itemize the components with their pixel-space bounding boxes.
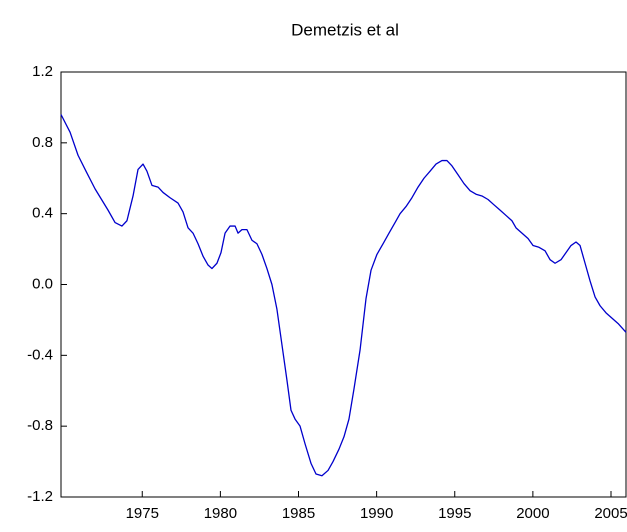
x-tick-label: 2005 [594,505,627,522]
x-tick-label: 1990 [360,505,393,522]
x-tick-label: 1980 [204,505,237,522]
y-tick-label: -1.2 [27,488,53,505]
x-tick-label: 2000 [516,505,549,522]
x-tick-label: 1985 [282,505,315,522]
y-tick-label: 0.8 [32,134,53,151]
y-tick-label: 0.0 [32,275,53,292]
x-tick-label: 1975 [126,505,159,522]
y-tick-label: 1.2 [32,63,53,80]
y-tick-label: -0.4 [27,346,53,363]
y-tick-label: 0.4 [32,205,53,222]
y-tick-label: -0.8 [27,417,53,434]
plot-frame [60,71,627,498]
x-tick-label: 1995 [438,505,471,522]
chart-title: Demetzis et al [291,20,399,39]
line-series [60,114,627,477]
